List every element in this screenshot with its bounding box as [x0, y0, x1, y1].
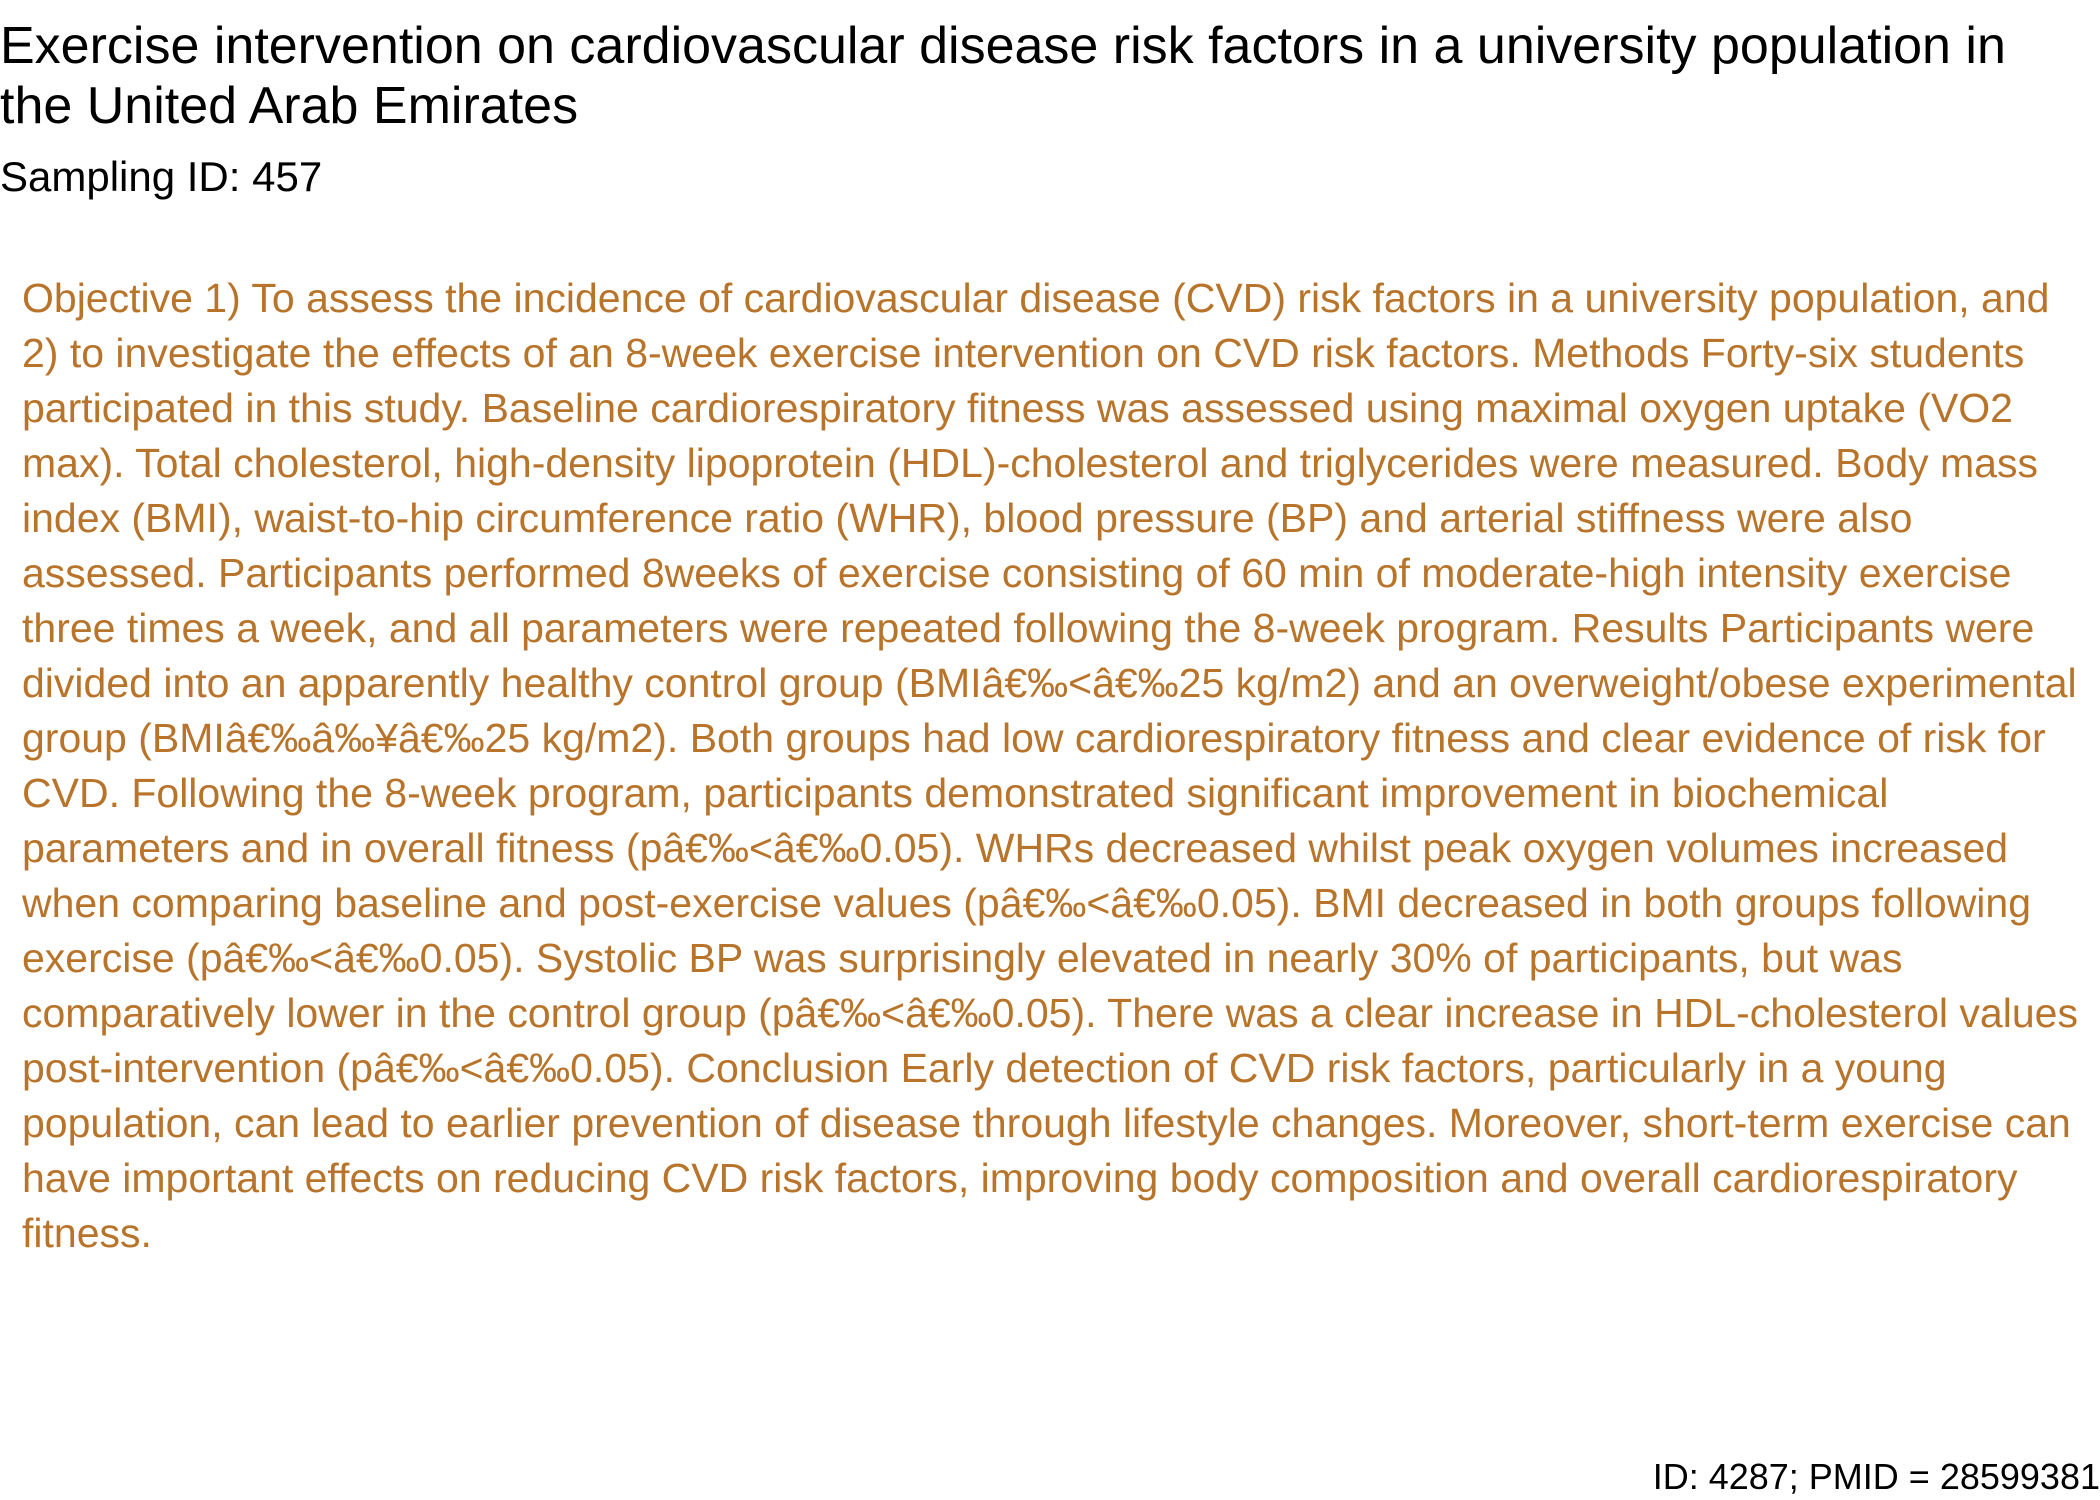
sampling-id: Sampling ID: 457 [0, 153, 323, 200]
document-footer-id: ID: 4287; PMID = 28599381 [1652, 1456, 2100, 1497]
document-title: Exercise intervention on cardiovascular … [0, 17, 2006, 135]
abstract-text: Objective 1) To assess the incidence of … [22, 275, 2078, 1256]
